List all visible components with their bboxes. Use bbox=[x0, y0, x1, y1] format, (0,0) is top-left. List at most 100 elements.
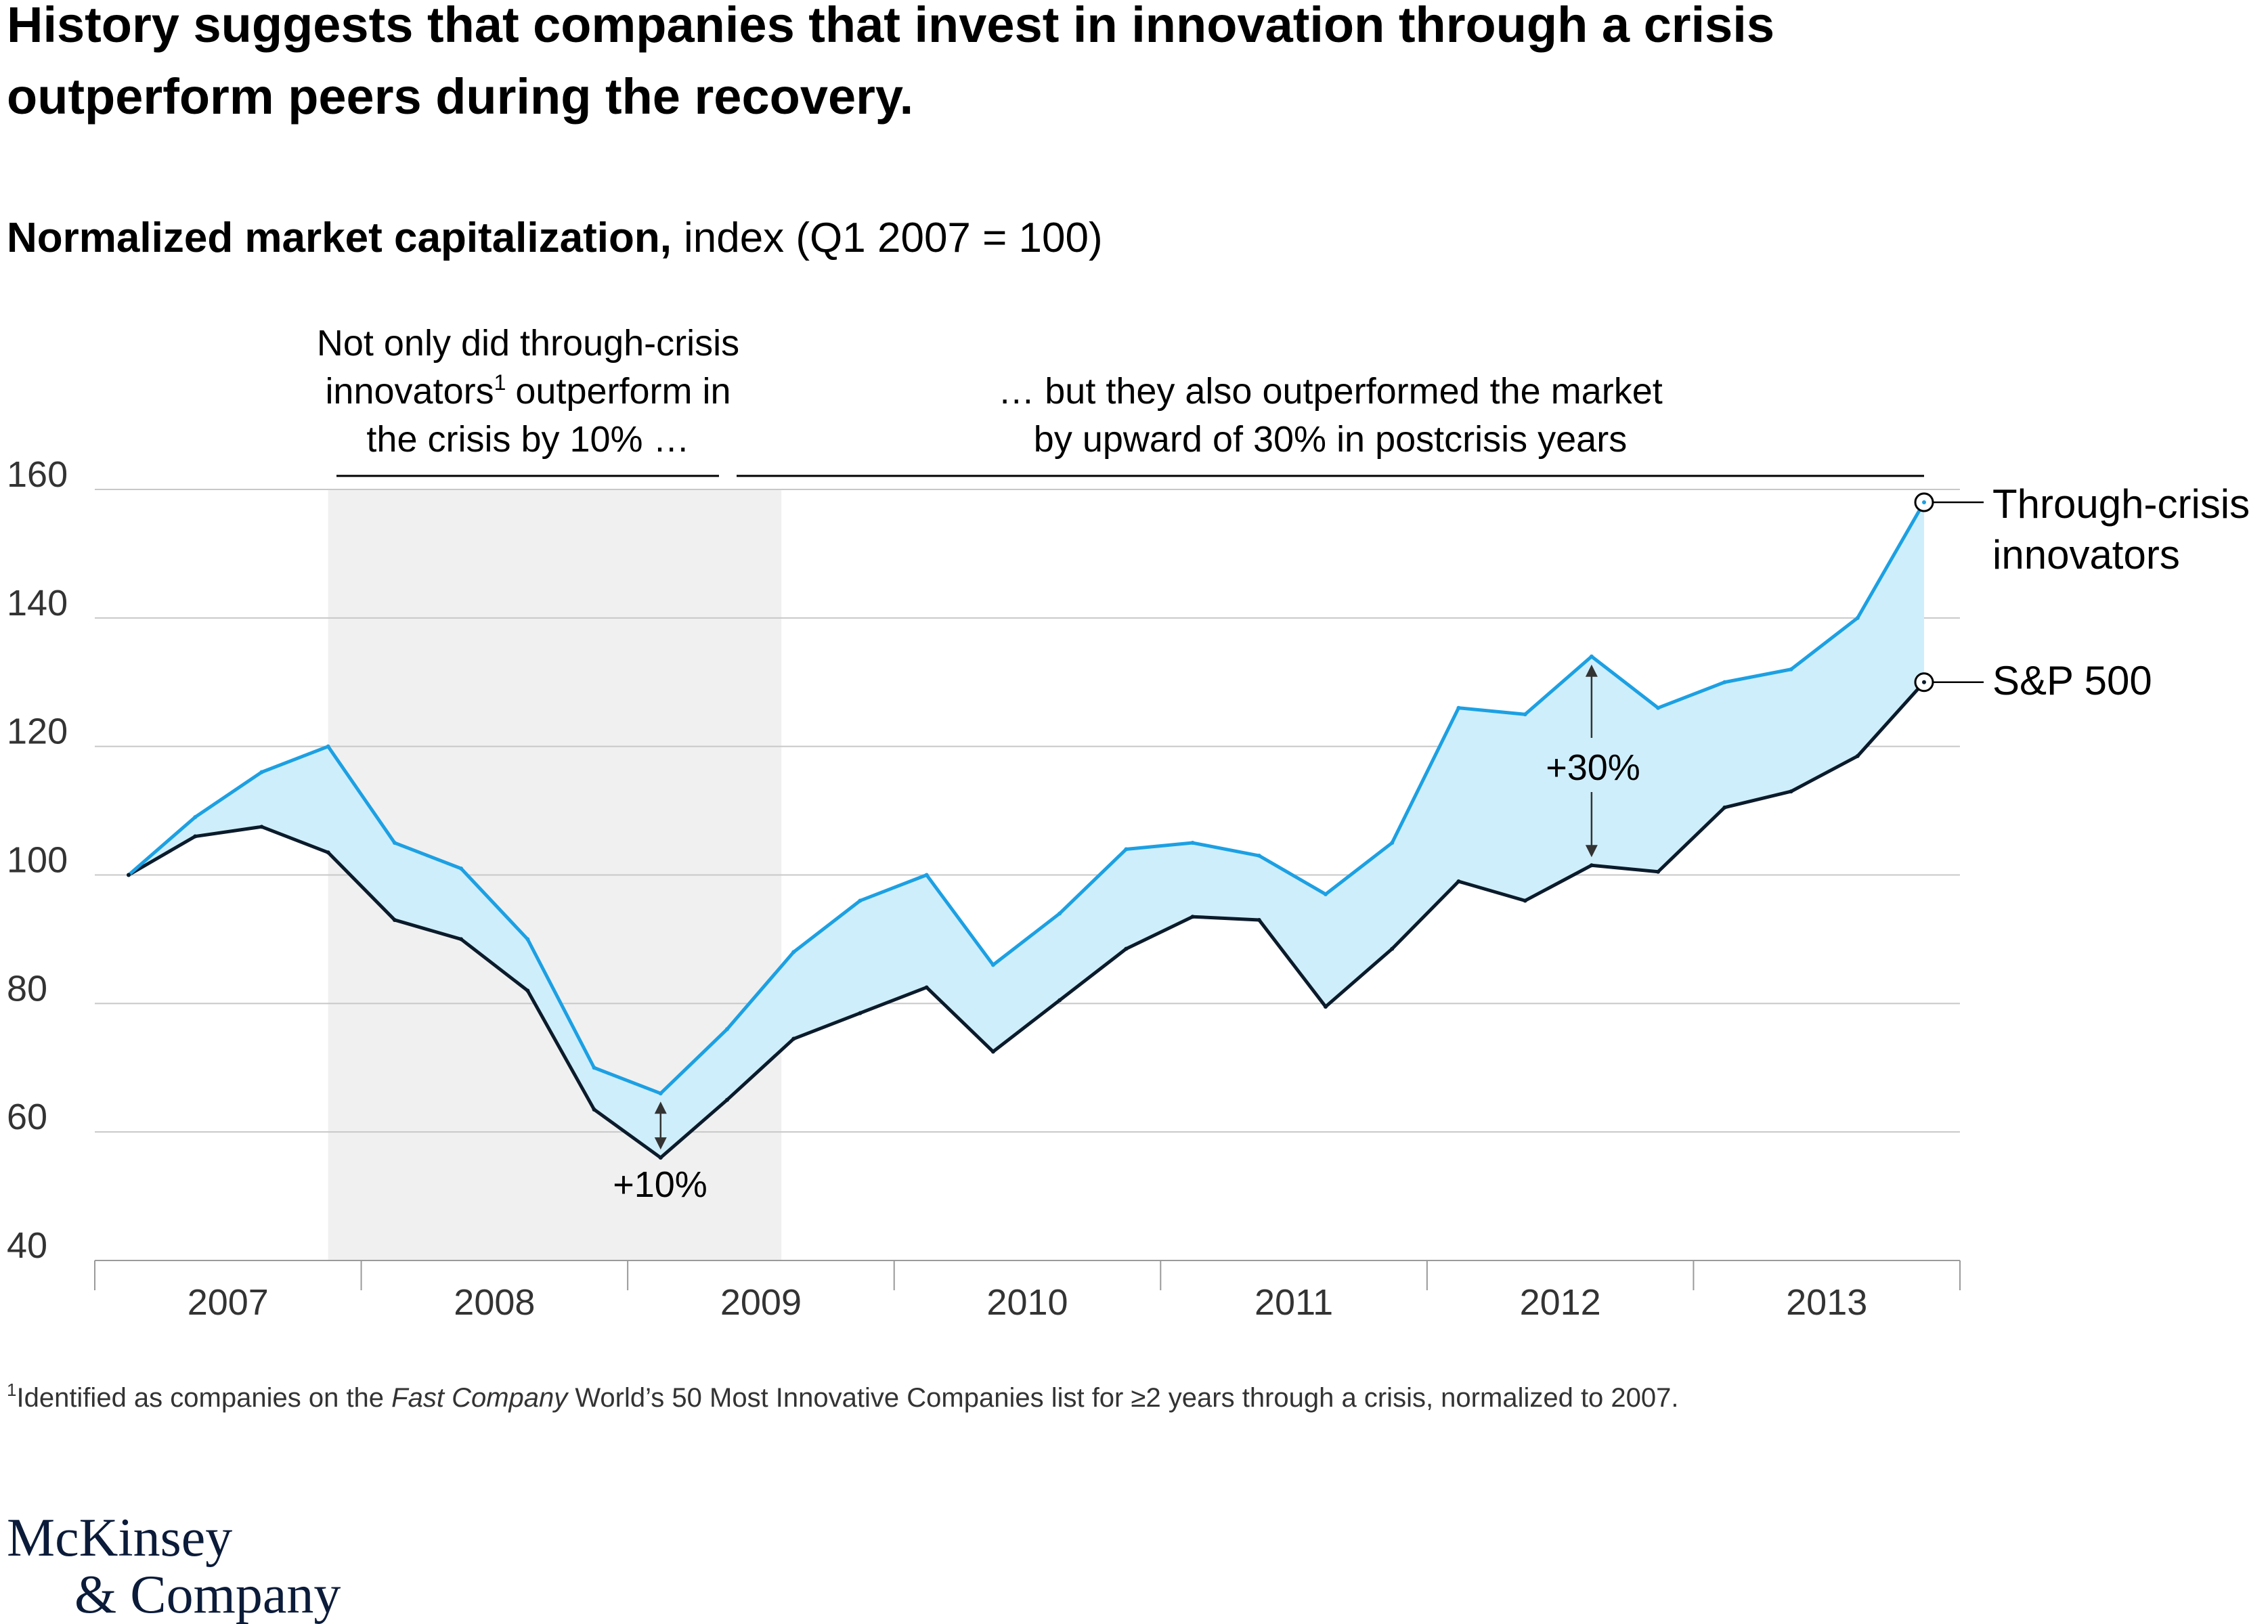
y-tick-label-60: 60 bbox=[7, 1097, 47, 1137]
point-sp500-Q1-2012 bbox=[1456, 879, 1461, 883]
point-innovators-Q2-2012 bbox=[1523, 712, 1527, 717]
point-innovators-Q3-2009 bbox=[791, 950, 796, 954]
point-innovators-Q1-2013 bbox=[1722, 680, 1727, 684]
point-innovators-Q2-2013 bbox=[1789, 667, 1793, 672]
annotation-crisis-line-3: the crisis by 10% … bbox=[366, 419, 689, 460]
gap-label-crisis: +10% bbox=[613, 1164, 707, 1205]
annotation-crisis-footnote-mark: 1 bbox=[494, 370, 506, 395]
series-label-innovators-line-1: Through-crisis bbox=[1992, 481, 2250, 527]
point-sp500-Q1-2008 bbox=[392, 917, 397, 922]
subtitle-regular: index (Q1 2007 = 100) bbox=[684, 215, 1103, 261]
point-sp500-Q2-2013 bbox=[1789, 789, 1793, 794]
y-tick-label-40: 40 bbox=[7, 1225, 47, 1266]
point-innovators-Q3-2010 bbox=[1057, 911, 1062, 916]
series-label-sp500: S&P 500 bbox=[1992, 658, 2152, 703]
gap-label-postcrisis: +30% bbox=[1546, 747, 1640, 788]
point-innovators-Q1-2009 bbox=[658, 1091, 663, 1096]
point-sp500-Q1-2013 bbox=[1722, 805, 1727, 810]
point-sp500-Q3-2009 bbox=[791, 1036, 796, 1041]
gap-arrowhead-down-postcrisis bbox=[1585, 845, 1598, 858]
point-innovators-Q1-2012 bbox=[1456, 705, 1461, 710]
point-innovators-Q4-2013 bbox=[1922, 500, 1926, 504]
point-innovators-Q3-2012 bbox=[1589, 654, 1594, 659]
point-sp500-Q2-2010 bbox=[990, 1049, 995, 1054]
annotation-crisis-line-2: innovators1 outperform in bbox=[325, 370, 730, 412]
y-tick-label-80: 80 bbox=[7, 968, 47, 1009]
point-innovators-Q2-2011 bbox=[1257, 854, 1261, 858]
point-sp500-Q2-2008 bbox=[459, 937, 464, 942]
point-innovators-Q3-2008 bbox=[525, 937, 530, 942]
point-sp500-Q4-2012 bbox=[1656, 869, 1661, 874]
x-axis-year-labels: 2007 2008 2009 2010 2011 2012 2013 bbox=[188, 1282, 1868, 1323]
logo-mckinsey: McKinsey bbox=[7, 1508, 232, 1568]
chart-subtitle: Normalized market capitalization, index (… bbox=[7, 215, 1103, 261]
series-line-through-crisis-innovators bbox=[127, 501, 1926, 1095]
point-sp500-Q3-2012 bbox=[1589, 863, 1594, 868]
x-tick-label-2011: 2011 bbox=[1255, 1282, 1333, 1323]
point-innovators-Q3-2013 bbox=[1855, 615, 1860, 620]
point-sp500-Q3-2011 bbox=[1324, 1005, 1328, 1009]
x-tick-label-2013: 2013 bbox=[1786, 1282, 1867, 1323]
point-sp500-Q3-2007 bbox=[259, 825, 264, 829]
annotation-crisis-innovators: innovators bbox=[325, 371, 494, 412]
point-innovators-Q4-2010 bbox=[1124, 847, 1129, 852]
outperformance-area bbox=[129, 502, 1924, 1158]
point-innovators-Q2-2007 bbox=[193, 815, 198, 820]
y-axis-tick-labels: 40 60 80 100 120 140 160 bbox=[7, 454, 68, 1266]
y-tick-label-160: 160 bbox=[7, 454, 68, 495]
point-innovators-Q3-2011 bbox=[1324, 892, 1328, 896]
point-innovators-Q2-2010 bbox=[990, 963, 995, 967]
x-tick-label-2009: 2009 bbox=[720, 1282, 802, 1323]
point-innovators-Q2-2008 bbox=[459, 866, 464, 871]
headline-line-1: History suggests that companies that inv… bbox=[7, 0, 1774, 53]
point-innovators-Q1-2008 bbox=[392, 841, 397, 846]
y-tick-label-100: 100 bbox=[7, 840, 68, 881]
annotation-postcrisis-line-2: by upward of 30% in postcrisis years bbox=[1034, 419, 1627, 460]
point-sp500-Q1-2010 bbox=[924, 985, 929, 990]
annotation-postcrisis-line-1: … but they also outperformed the market bbox=[998, 371, 1663, 412]
series-line-sp500 bbox=[127, 681, 1925, 1160]
x-tick-label-2010: 2010 bbox=[986, 1282, 1068, 1323]
footnote: 1Identified as companies on the Fast Com… bbox=[7, 1380, 1679, 1413]
point-sp500-Q3-2013 bbox=[1855, 753, 1860, 758]
point-sp500-Q1-2007 bbox=[127, 873, 131, 877]
point-innovators-Q4-2007 bbox=[326, 744, 330, 749]
point-sp500-Q1-2009 bbox=[658, 1156, 663, 1160]
x-tick-label-2008: 2008 bbox=[454, 1282, 535, 1323]
logo-company: & Company bbox=[74, 1565, 341, 1624]
point-sp500-Q2-2011 bbox=[1257, 917, 1261, 922]
footnote-text-before: Identified as companies on the bbox=[16, 1383, 391, 1413]
footnote-mark: 1 bbox=[7, 1380, 16, 1400]
annotation-crisis-outperform: outperform in bbox=[515, 371, 730, 412]
point-innovators-Q3-2007 bbox=[259, 770, 264, 774]
point-innovators-Q1-2011 bbox=[1190, 841, 1195, 846]
point-sp500-Q3-2010 bbox=[1057, 998, 1062, 1003]
series-label-innovators-line-2: innovators bbox=[1992, 532, 2180, 577]
footnote-publication: Fast Company bbox=[391, 1383, 569, 1413]
y-tick-label-120: 120 bbox=[7, 711, 68, 752]
gap-label-postcrisis-background bbox=[1515, 738, 1671, 792]
point-innovators-Q4-2008 bbox=[592, 1066, 596, 1070]
headline-line-2: outperform peers during the recovery. bbox=[7, 68, 913, 125]
footnote-text-after: World’s 50 Most Innovative Companies lis… bbox=[567, 1383, 1678, 1413]
point-sp500-Q2-2012 bbox=[1523, 898, 1527, 903]
data-points bbox=[127, 500, 1926, 1160]
annotation-crisis-line-1: Not only did through-crisis bbox=[317, 323, 739, 364]
x-axis-ticks bbox=[94, 1260, 1961, 1290]
point-sp500-Q1-2011 bbox=[1190, 915, 1195, 919]
point-innovators-Q1-2010 bbox=[924, 873, 929, 877]
series-end-markers bbox=[1914, 492, 1984, 693]
point-sp500-Q4-2007 bbox=[326, 850, 330, 855]
point-innovators-Q2-2009 bbox=[725, 1027, 729, 1032]
x-tick-label-2012: 2012 bbox=[1520, 1282, 1601, 1323]
point-sp500-Q2-2007 bbox=[193, 834, 198, 839]
point-sp500-Q3-2008 bbox=[525, 988, 530, 993]
point-sp500-Q4-2011 bbox=[1390, 946, 1395, 951]
point-sp500-Q4-2008 bbox=[592, 1107, 596, 1112]
point-sp500-Q4-2010 bbox=[1124, 946, 1129, 951]
x-tick-label-2007: 2007 bbox=[188, 1282, 269, 1323]
point-sp500-Q2-2009 bbox=[725, 1097, 729, 1102]
point-innovators-Q4-2009 bbox=[858, 898, 863, 903]
point-sp500-Q4-2013 bbox=[1922, 680, 1926, 684]
